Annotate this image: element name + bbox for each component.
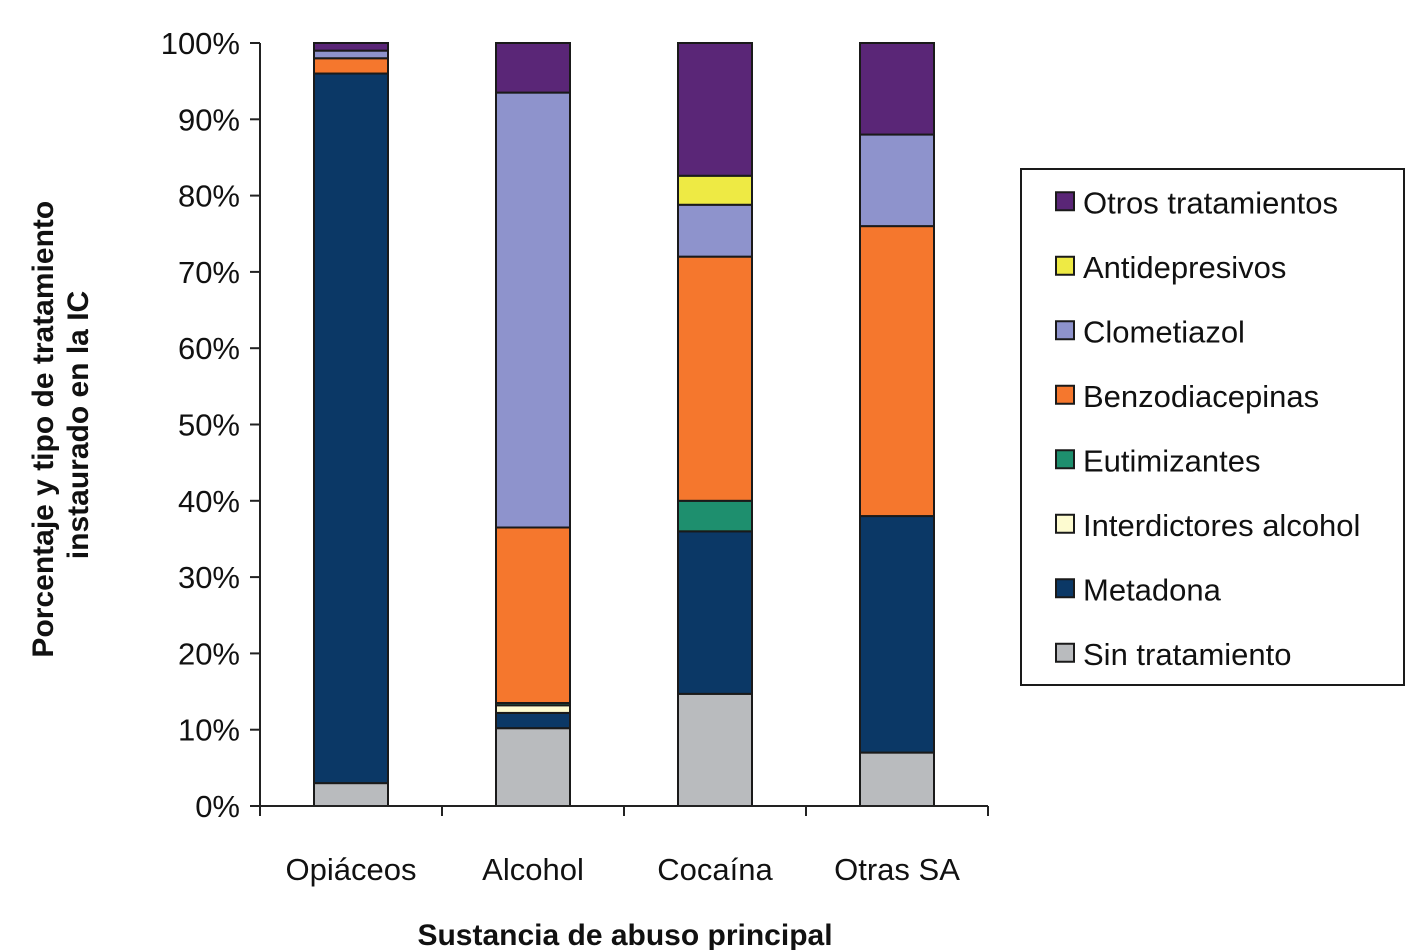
bar-segment-clometiazol bbox=[495, 91, 571, 529]
y-tick-label: 50% bbox=[178, 408, 240, 443]
bar-segment-interdictores-alcohol bbox=[495, 704, 571, 714]
x-tick-label: Opiáceos bbox=[286, 852, 417, 887]
bar-stack-opiaceos bbox=[313, 42, 389, 807]
legend-label: Sin tratamiento bbox=[1083, 637, 1292, 672]
legend-swatch bbox=[1055, 255, 1075, 276]
x-axis-ticks: Opiáceos Alcohol Cocaína Otras SA bbox=[259, 806, 989, 887]
bar-segment-clometiazol bbox=[859, 133, 935, 228]
legend-label: Eutimizantes bbox=[1083, 443, 1260, 478]
bar-segment-sin-tratamiento bbox=[313, 782, 389, 807]
y-tick-label: 90% bbox=[178, 102, 240, 137]
y-axis-title: Porcentaje y tipo de tratamiento instaur… bbox=[27, 192, 95, 657]
legend: Otros tratamientos Antidepresivos Clometia… bbox=[1020, 168, 1405, 686]
legend-box bbox=[1020, 168, 1405, 686]
bar-segment-eutimizantes bbox=[677, 499, 753, 533]
legend-item-antidepresivos: Antidepresivos bbox=[1055, 250, 1286, 285]
legend-swatch bbox=[1055, 320, 1075, 341]
legend-swatch bbox=[1055, 191, 1075, 212]
legend-label: Clometiazol bbox=[1083, 314, 1245, 349]
bar-segment-otros-tratamientos bbox=[859, 42, 935, 136]
bar-segment-benzodiacepinas bbox=[313, 57, 389, 75]
bar-segment-metadona bbox=[677, 530, 753, 695]
bar-segment-benzodiacepinas bbox=[495, 526, 571, 704]
legend-item-metadona: Metadona bbox=[1055, 572, 1222, 607]
x-axis-title: Sustancia de abuso principal bbox=[417, 919, 832, 950]
y-tick-label: 80% bbox=[178, 179, 240, 214]
legend-swatch bbox=[1055, 384, 1075, 405]
bar-segment-benzodiacepinas bbox=[859, 225, 935, 518]
bar-stack-cocaina bbox=[677, 42, 753, 807]
y-tick-label: 70% bbox=[178, 255, 240, 290]
y-axis-title-line-1: Porcentaje y tipo de tratamiento bbox=[27, 201, 60, 658]
legend-swatch bbox=[1055, 642, 1075, 663]
bar-segment-metadona bbox=[313, 72, 389, 785]
y-tick-label: 30% bbox=[178, 560, 240, 595]
y-tick-label: 40% bbox=[178, 484, 240, 519]
legend-item-interdictores-alcohol: Interdictores alcohol bbox=[1055, 508, 1360, 543]
legend-label: Interdictores alcohol bbox=[1083, 508, 1360, 543]
x-tick-label: Cocaína bbox=[657, 852, 773, 887]
legend-swatch bbox=[1055, 513, 1075, 534]
bar-segment-otros-tratamientos bbox=[677, 42, 753, 177]
legend-swatch bbox=[1055, 449, 1075, 470]
legend-item-benzodiacepinas: Benzodiacepinas bbox=[1055, 379, 1319, 414]
x-tick-label: Otras SA bbox=[834, 852, 960, 887]
y-axis-ticks: 0% 10% 20% 30% 40% 50% 60% 70% 80% 90% 100% bbox=[161, 26, 260, 824]
legend-item-eutimizantes: Eutimizantes bbox=[1055, 443, 1260, 478]
legend-label: Otros tratamientos bbox=[1083, 185, 1338, 220]
y-tick-label: 60% bbox=[178, 331, 240, 366]
bar-segment-otros-tratamientos bbox=[495, 42, 571, 94]
x-tick-label: Alcohol bbox=[482, 852, 584, 887]
legend-item-otros-tratamientos: Otros tratamientos bbox=[1055, 185, 1338, 220]
y-tick-label: 10% bbox=[178, 713, 240, 748]
y-tick-label: 0% bbox=[195, 789, 240, 824]
bar-stack-otras-sa bbox=[859, 42, 935, 808]
bar-segment-sin-tratamiento bbox=[495, 727, 571, 808]
legend-label: Benzodiacepinas bbox=[1083, 379, 1319, 414]
y-tick-label: 100% bbox=[161, 26, 240, 61]
legend-swatch bbox=[1055, 578, 1075, 599]
legend-label: Metadona bbox=[1083, 572, 1222, 607]
bar-segment-sin-tratamiento bbox=[677, 692, 753, 807]
legend-item-sin-tratamiento: Sin tratamiento bbox=[1055, 637, 1292, 672]
legend-item-clometiazol: Clometiazol bbox=[1055, 314, 1245, 349]
legend-label: Antidepresivos bbox=[1083, 250, 1286, 285]
bar-segment-clometiazol bbox=[313, 49, 389, 60]
y-tick-label: 20% bbox=[178, 636, 240, 671]
bar-segment-sin-tratamiento bbox=[859, 751, 935, 808]
bar-segment-metadona bbox=[495, 711, 571, 730]
bars bbox=[313, 42, 935, 808]
bar-segment-antidepresivos bbox=[677, 174, 753, 206]
y-axis-title-line-2: instaurado en la IC bbox=[62, 291, 95, 559]
bar-stack-alcohol bbox=[495, 42, 571, 808]
bar-segment-clometiazol bbox=[677, 203, 753, 258]
bar-segment-benzodiacepinas bbox=[677, 255, 753, 502]
bar-segment-otros-tratamientos bbox=[313, 42, 389, 52]
bar-segment-metadona bbox=[859, 515, 935, 754]
